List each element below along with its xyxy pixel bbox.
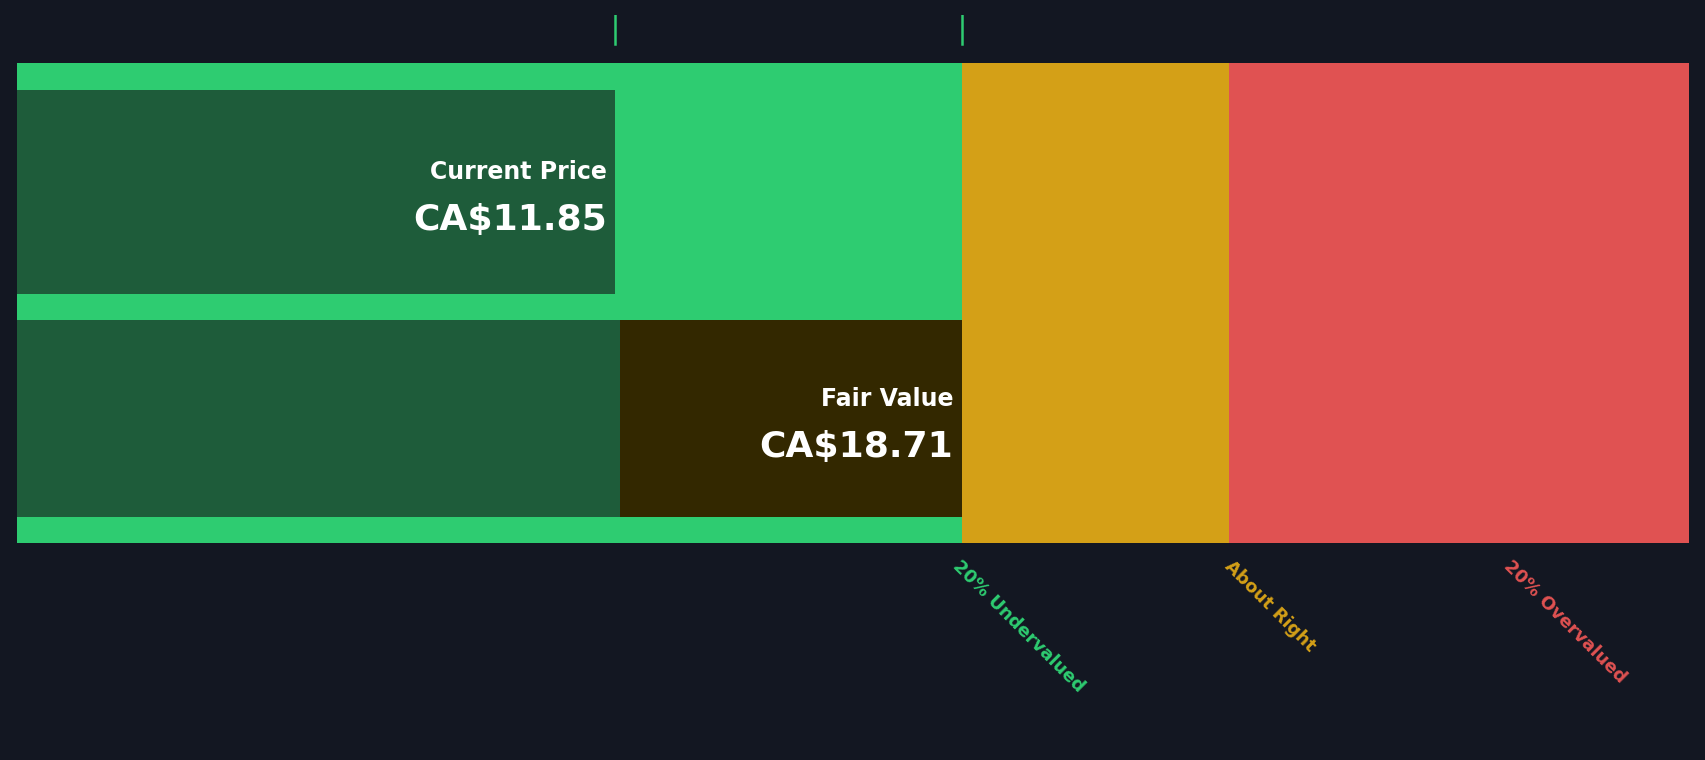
Text: Fair Value: Fair Value (820, 387, 953, 411)
Text: CA$18.71: CA$18.71 (759, 430, 953, 464)
Text: CA$11.85: CA$11.85 (413, 204, 607, 237)
Bar (962, 63, 1228, 543)
Bar (17, 293, 962, 320)
Bar (1228, 63, 1688, 543)
Bar (17, 63, 962, 90)
Bar (17, 90, 616, 293)
Bar (17, 320, 962, 517)
Bar (17, 63, 962, 543)
Text: Current Price: Current Price (430, 160, 607, 185)
Text: 20% Undervalued: 20% Undervalued (948, 558, 1088, 696)
Bar (17, 517, 962, 543)
Text: About Right: About Right (1221, 558, 1318, 656)
Text: 20% Overvalued: 20% Overvalued (1500, 558, 1630, 687)
Bar (621, 320, 962, 517)
